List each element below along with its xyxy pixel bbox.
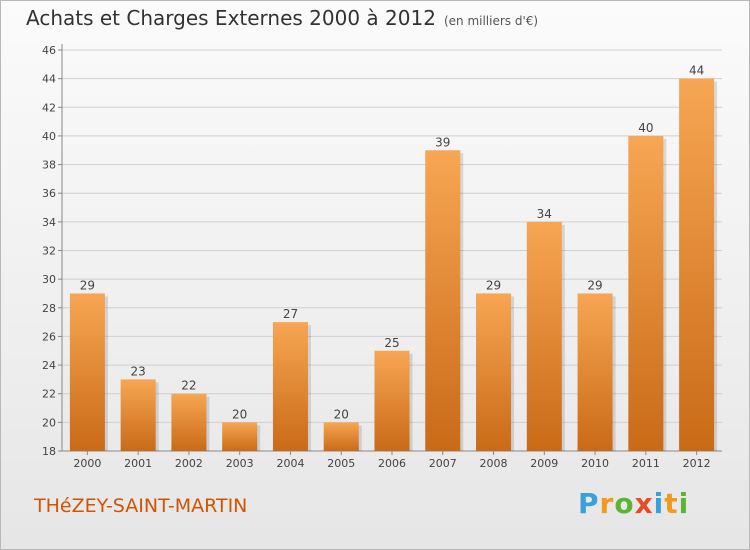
data-label: 23 — [131, 364, 146, 378]
data-label: 29 — [486, 278, 501, 292]
data-label: 40 — [638, 121, 653, 135]
y-tick-label: 40 — [42, 130, 56, 143]
bar — [425, 150, 461, 451]
bar — [171, 393, 207, 451]
bar — [323, 422, 359, 451]
data-label: 27 — [283, 307, 298, 321]
x-tick-label: 2002 — [175, 457, 203, 470]
bar — [577, 293, 613, 451]
bar — [120, 379, 156, 451]
data-label: 44 — [689, 64, 704, 78]
y-tick-label: 20 — [42, 416, 56, 429]
data-label: 34 — [537, 207, 552, 221]
x-tick-label: 2006 — [378, 457, 406, 470]
x-tick-label: 2007 — [429, 457, 457, 470]
logo-letter: r — [599, 487, 615, 520]
y-tick-label: 24 — [42, 359, 56, 372]
chart-title: Achats et Charges Externes 2000 à 2012 (e… — [26, 6, 538, 30]
bar — [526, 221, 562, 451]
bar — [679, 78, 715, 452]
bar — [69, 293, 105, 451]
data-label: 20 — [334, 407, 349, 421]
logo-letter: t — [664, 487, 679, 520]
logo-letter: i — [653, 487, 665, 520]
x-tick-label: 2001 — [124, 457, 152, 470]
bar — [476, 293, 512, 451]
x-tick-label: 2009 — [530, 457, 558, 470]
x-tick-label: 2004 — [276, 457, 304, 470]
y-tick-label: 42 — [42, 101, 56, 114]
y-tick-label: 32 — [42, 245, 56, 258]
x-tick-label: 2008 — [480, 457, 508, 470]
x-tick-label: 2003 — [226, 457, 254, 470]
bar — [374, 350, 410, 451]
logo-letter: o — [614, 487, 635, 520]
y-tick-label: 26 — [42, 330, 56, 343]
data-label: 29 — [587, 278, 602, 292]
y-tick-label: 44 — [42, 73, 56, 86]
chart-subtitle: (en milliers d'€) — [443, 14, 539, 28]
y-tick-label: 34 — [42, 216, 56, 229]
place-name: THéZEY-SAINT-MARTIN — [34, 495, 248, 517]
data-label: 22 — [181, 379, 196, 393]
x-tick-label: 2011 — [632, 457, 660, 470]
y-tick-label: 22 — [42, 388, 56, 401]
x-tick-label: 2000 — [73, 457, 101, 470]
bars — [69, 78, 718, 452]
y-tick-label: 38 — [42, 159, 56, 172]
x-tick-label: 2010 — [581, 457, 609, 470]
labels: 18 20 22 24 26 28 30 32 34 36 38 40 42 44 46 29 2000 23 20… — [42, 44, 711, 470]
bar — [272, 322, 308, 451]
proxiti-logo: Proxiti — [578, 487, 689, 520]
data-label: 39 — [435, 135, 450, 149]
bar — [628, 135, 664, 451]
x-tick-label: 2005 — [327, 457, 355, 470]
chart-title-text: Achats et Charges Externes 2000 à 2012 — [26, 6, 436, 30]
y-tick-label: 28 — [42, 302, 56, 315]
y-tick-label: 18 — [42, 445, 56, 458]
y-tick-label: 46 — [42, 44, 56, 57]
x-tick-label: 2012 — [683, 457, 711, 470]
logo-letter: P — [578, 487, 600, 520]
data-label: 29 — [80, 278, 95, 292]
data-label: 20 — [232, 407, 247, 421]
y-tick-label: 36 — [42, 187, 56, 200]
y-tick-label: 30 — [42, 273, 56, 286]
logo-letter: x — [634, 487, 654, 520]
data-label: 25 — [384, 336, 399, 350]
bar — [222, 422, 258, 451]
logo-letter: i — [678, 487, 690, 520]
